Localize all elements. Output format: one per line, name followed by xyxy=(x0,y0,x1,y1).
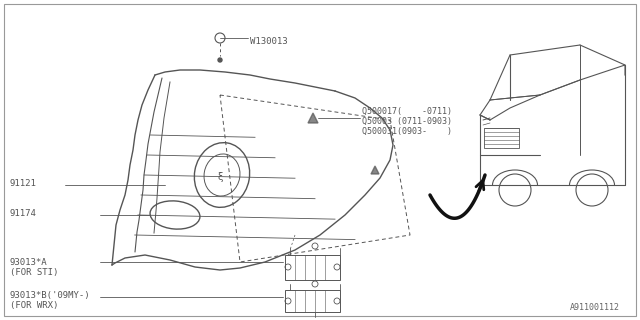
Text: W130013: W130013 xyxy=(250,36,287,45)
Text: 93013*A: 93013*A xyxy=(10,258,47,267)
Text: 91121: 91121 xyxy=(10,179,37,188)
Text: ξ: ξ xyxy=(218,172,223,182)
Text: 91174: 91174 xyxy=(10,209,37,218)
Text: 93013*B('09MY-): 93013*B('09MY-) xyxy=(10,291,91,300)
Circle shape xyxy=(218,58,222,62)
Text: Q500017(    -0711): Q500017( -0711) xyxy=(362,107,452,116)
Text: (FOR STI): (FOR STI) xyxy=(10,268,58,277)
Text: Q50003 (0711-0903): Q50003 (0711-0903) xyxy=(362,117,452,126)
Text: Q500031(0903-    ): Q500031(0903- ) xyxy=(362,127,452,136)
Polygon shape xyxy=(308,113,318,123)
Text: (FOR WRX): (FOR WRX) xyxy=(10,301,58,310)
Text: A911001112: A911001112 xyxy=(570,303,620,312)
Polygon shape xyxy=(371,166,379,174)
